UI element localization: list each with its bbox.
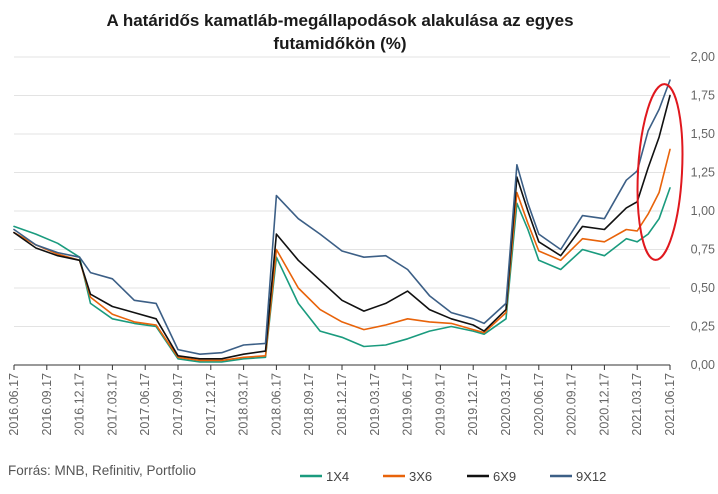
- x-tick-label: 2021.06.17: [663, 373, 677, 436]
- x-tick-label: 2020.12.17: [597, 373, 611, 436]
- y-tick-label: 1,00: [691, 204, 715, 218]
- chart-title-line-2: futamidőkön (%): [273, 34, 406, 53]
- chart-title-line-1: A határidős kamatláb-megállapodások alak…: [106, 11, 573, 30]
- x-tick-label: 2018.06.17: [269, 373, 283, 436]
- x-tick-label: 2016.09.17: [40, 373, 54, 436]
- series-line-9x12: [13, 79, 671, 356]
- y-tick-label: 0,25: [691, 320, 715, 334]
- x-tick-label: 2017.06.17: [138, 373, 152, 436]
- y-tick-label: 1,50: [691, 127, 715, 141]
- legend-label-3x6: 3X6: [409, 469, 432, 484]
- x-tick-label: 2019.09.17: [433, 373, 447, 436]
- y-tick-label: 0,00: [691, 358, 715, 372]
- x-tick-label: 2021.03.17: [630, 373, 644, 436]
- x-tick-label: 2019.12.17: [466, 373, 480, 436]
- highlight-ellipse: [636, 83, 684, 261]
- x-tick-label: 2016.12.17: [73, 373, 87, 436]
- x-tick-label: 2018.09.17: [302, 373, 316, 436]
- y-tick-label: 0,50: [691, 281, 715, 295]
- y-tick-label: 1,75: [691, 89, 715, 103]
- legend-label-9x12: 9X12: [576, 469, 606, 484]
- x-tick-label: 2019.06.17: [401, 373, 415, 436]
- x-tick-label: 2018.12.17: [335, 373, 349, 436]
- series-line-3x6: [13, 148, 671, 362]
- x-tick-label: 2020.09.17: [565, 373, 579, 436]
- x-axis-ticks: 2016.06.17 2016.09.17 2016.12.17 2017.03.17…: [7, 365, 677, 436]
- series-line-1x4: [13, 187, 671, 363]
- legend-label-6x9: 6X9: [493, 469, 516, 484]
- y-tick-label: 0,75: [691, 243, 715, 257]
- y-axis-ticks: 0,00 0,25 0,50 0,75 1,00 1,25 1,50 1,75 2,00: [691, 50, 715, 372]
- x-tick-label: 2017.03.17: [105, 373, 119, 436]
- series-line-6x9: [13, 94, 671, 360]
- x-tick-label: 2020.06.17: [532, 373, 546, 436]
- x-tick-label: 2016.06.17: [7, 373, 21, 436]
- y-tick-label: 2,00: [691, 50, 715, 64]
- series-lines: [13, 79, 671, 363]
- legend-label-1x4: 1X4: [326, 469, 349, 484]
- y-tick-label: 1,25: [691, 166, 715, 180]
- x-tick-label: 2019.03.17: [368, 373, 382, 436]
- x-tick-label: 2020.03.17: [499, 373, 513, 436]
- source-note: Forrás: MNB, Refinitiv, Portfolio: [8, 463, 196, 478]
- x-tick-label: 2018.03.17: [237, 373, 251, 436]
- x-tick-label: 2017.09.17: [171, 373, 185, 436]
- x-tick-label: 2017.12.17: [204, 373, 218, 436]
- legend: 1X4 3X6 6X9 9X12: [300, 469, 606, 484]
